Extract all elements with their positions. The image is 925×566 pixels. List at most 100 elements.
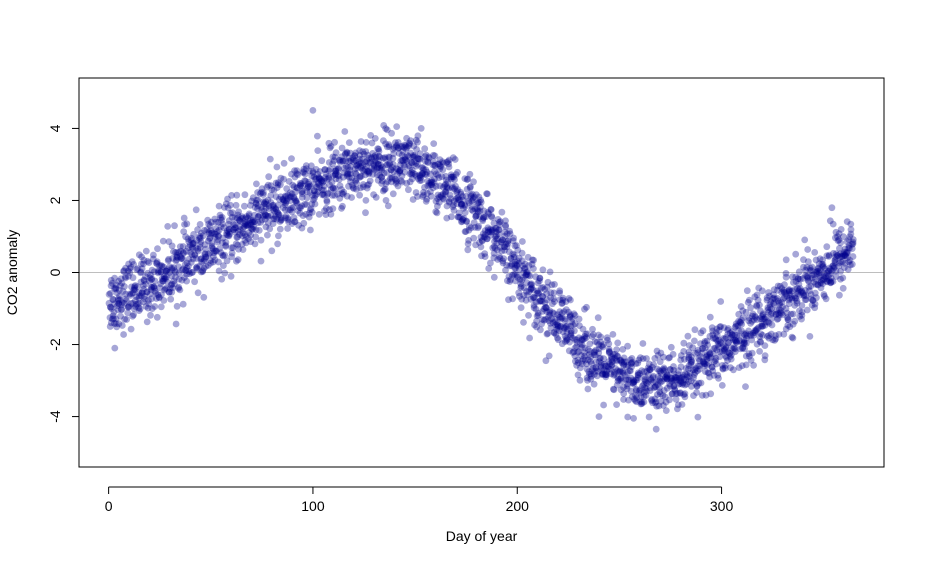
data-point: [821, 275, 829, 283]
data-point: [130, 261, 138, 268]
data-point: [272, 193, 280, 201]
data-point: [792, 294, 799, 302]
data-point: [843, 249, 851, 257]
data-point: [724, 348, 732, 356]
data-point: [713, 325, 721, 333]
data-point: [208, 230, 215, 237]
data-point: [383, 169, 391, 176]
data-point: [447, 171, 455, 179]
data-point: [632, 376, 640, 384]
data-point: [267, 182, 275, 190]
data-point: [761, 322, 769, 329]
data-point: [284, 214, 292, 222]
data-point: [372, 154, 380, 161]
data-point: [566, 312, 574, 320]
data-point: [266, 155, 274, 163]
data-point: [463, 185, 471, 193]
data-point: [654, 373, 662, 380]
data-point: [793, 299, 801, 307]
data-point: [691, 337, 698, 345]
data-point: [530, 293, 538, 301]
data-point: [587, 375, 595, 383]
data-point: [493, 239, 501, 247]
data-point: [722, 344, 730, 352]
data-point: [623, 385, 631, 393]
data-point: [463, 176, 471, 184]
data-point: [455, 196, 462, 204]
data-point: [583, 330, 591, 338]
data-point: [115, 300, 122, 307]
data-point: [796, 285, 804, 292]
data-point: [407, 137, 414, 145]
data-point: [329, 205, 337, 213]
data-point: [807, 295, 815, 303]
data-point: [170, 264, 178, 271]
data-point: [789, 320, 797, 328]
data-point: [144, 257, 152, 265]
data-point: [403, 179, 411, 187]
data-point: [806, 264, 814, 272]
data-point: [818, 260, 826, 268]
data-point: [294, 171, 302, 179]
data-point: [260, 189, 267, 197]
data-point: [652, 425, 660, 433]
data-point: [645, 413, 653, 421]
data-point: [201, 251, 209, 258]
data-point: [380, 122, 388, 129]
data-point: [234, 241, 242, 249]
data-point: [643, 355, 650, 362]
data-point: [695, 355, 702, 362]
data-point: [267, 192, 275, 199]
data-point: [634, 371, 642, 379]
data-point: [368, 154, 375, 161]
data-point: [359, 148, 367, 156]
data-point: [591, 368, 599, 375]
data-point: [421, 170, 429, 178]
data-point: [164, 257, 172, 264]
data-point: [410, 153, 418, 161]
data-point: [720, 341, 727, 349]
data-point: [461, 201, 468, 209]
data-point: [523, 268, 530, 276]
data-point: [172, 269, 180, 276]
data-point: [343, 192, 351, 200]
data-point: [124, 303, 132, 311]
data-point: [660, 367, 668, 375]
data-point: [556, 296, 564, 303]
data-point: [524, 268, 531, 276]
data-point: [414, 132, 422, 140]
data-point: [135, 300, 143, 307]
data-point: [595, 413, 603, 420]
data-point: [424, 190, 431, 197]
data-point: [574, 356, 582, 364]
data-point: [456, 196, 464, 204]
data-point: [367, 132, 375, 139]
data-point: [607, 366, 614, 373]
data-point: [605, 349, 613, 357]
data-point: [595, 358, 603, 366]
data-point: [726, 329, 734, 337]
data-point: [290, 214, 298, 222]
data-point: [772, 295, 779, 303]
data-point: [234, 233, 242, 241]
data-point: [140, 285, 147, 293]
data-point: [596, 355, 604, 362]
data-point: [742, 339, 750, 347]
data-point: [367, 158, 374, 166]
data-point: [390, 150, 398, 158]
data-point: [556, 289, 563, 297]
data-point: [537, 297, 545, 305]
data-point: [806, 287, 813, 295]
data-point: [614, 352, 621, 360]
data-point: [597, 354, 604, 362]
data-point: [816, 255, 824, 263]
data-point: [746, 296, 753, 304]
data-point: [561, 332, 569, 340]
data-point: [302, 162, 310, 170]
data-point: [646, 387, 654, 394]
data-point: [247, 221, 255, 229]
data-point: [509, 295, 516, 303]
data-point: [256, 190, 264, 198]
data-point: [496, 253, 503, 260]
data-point: [696, 362, 703, 370]
